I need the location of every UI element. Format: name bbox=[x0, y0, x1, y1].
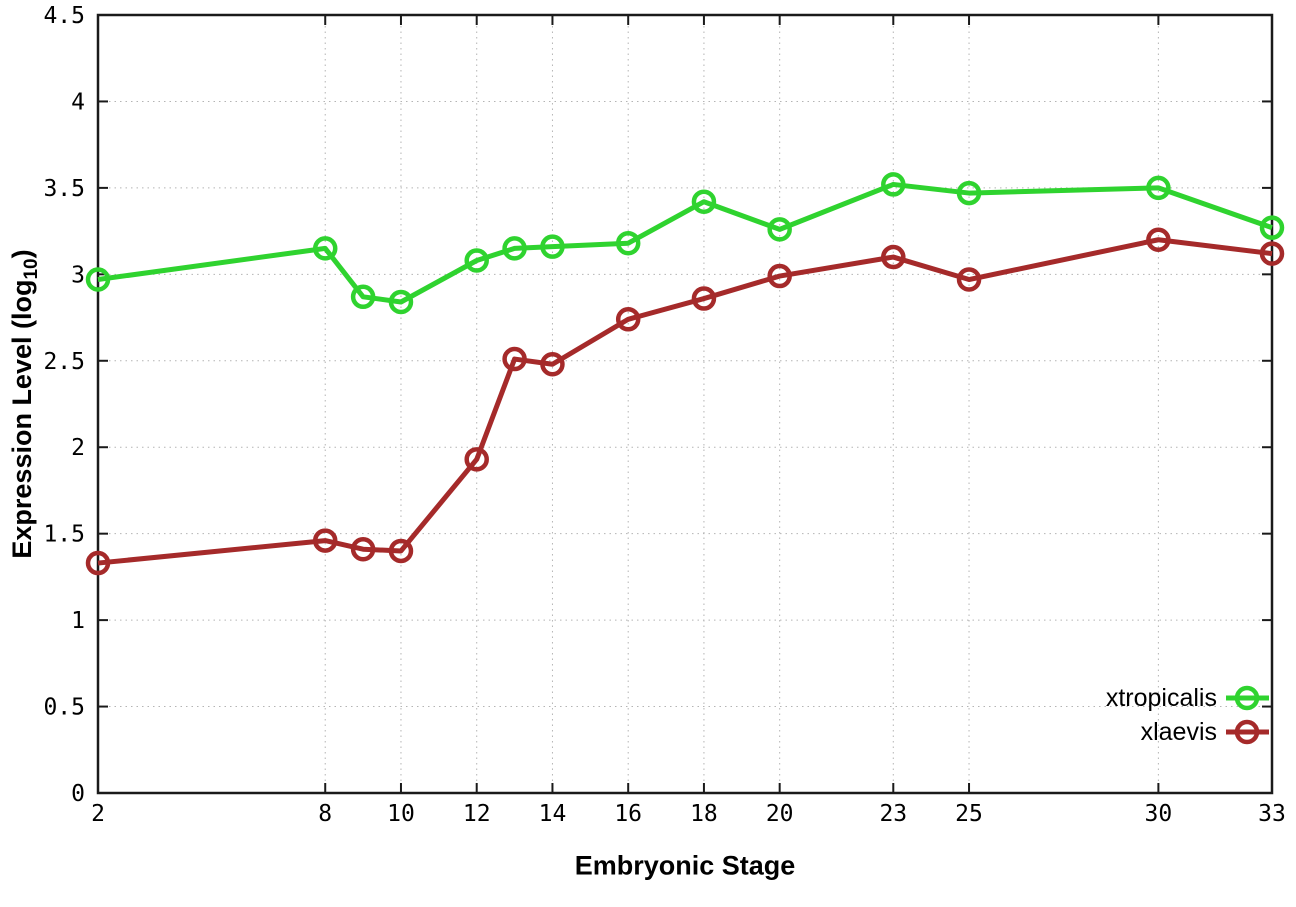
series-marker-xlaevis bbox=[767, 263, 792, 289]
series-marker-xtropicalis bbox=[502, 236, 527, 261]
series-line-xlaevis bbox=[97, 237, 1273, 566]
series-marker-xtropicalis bbox=[312, 236, 338, 261]
y-tick-label: 2.5 bbox=[43, 349, 85, 375]
series-marker-xtropicalis bbox=[85, 267, 111, 292]
x-tick-label: 23 bbox=[879, 801, 907, 827]
x-tick-label: 20 bbox=[766, 801, 794, 827]
series-marker-xtropicalis bbox=[881, 172, 906, 197]
series-marker-xtropicalis bbox=[350, 284, 376, 310]
series-marker-xlaevis bbox=[615, 307, 641, 332]
x-tick-label: 18 bbox=[690, 801, 718, 827]
y-tick-label: 2 bbox=[71, 435, 85, 461]
x-axis-title: Embryonic Stage bbox=[574, 850, 796, 881]
legend-label-xlaevis: xlaevis bbox=[1141, 718, 1217, 746]
x-tick-label: 33 bbox=[1258, 801, 1286, 827]
y-tick-label: 1 bbox=[71, 608, 85, 634]
series-marker-xlaevis bbox=[388, 538, 414, 564]
series-marker-xlaevis bbox=[85, 550, 111, 576]
y-axis-title-suffix: ) bbox=[6, 249, 37, 259]
series-marker-xtropicalis bbox=[388, 289, 414, 315]
series-marker-xlaevis bbox=[691, 286, 717, 311]
x-tick-label: 2 bbox=[91, 801, 105, 827]
series-marker-xtropicalis bbox=[464, 248, 489, 273]
series-marker-xlaevis bbox=[350, 536, 376, 562]
series-marker-xlaevis bbox=[502, 346, 527, 372]
x-tick-label: 30 bbox=[1145, 801, 1173, 827]
x-tick-label: 10 bbox=[387, 801, 415, 827]
y-tick-label: 3.5 bbox=[43, 176, 85, 202]
plot-border bbox=[96, 13, 1274, 795]
x-tick-label: 16 bbox=[614, 801, 642, 827]
series-marker-xlaevis bbox=[1146, 227, 1171, 253]
y-tick-label: 1.5 bbox=[43, 522, 85, 548]
y-tick-label: 3 bbox=[71, 262, 85, 288]
x-tick-label: 8 bbox=[318, 801, 332, 827]
legend-marker-xtropicalis bbox=[1234, 685, 1260, 711]
series-marker-xtropicalis bbox=[1146, 175, 1171, 201]
y-tick-label: 4.5 bbox=[43, 3, 85, 29]
series-marker-xtropicalis bbox=[1259, 215, 1285, 240]
legend-marker-xlaevis bbox=[1234, 719, 1260, 745]
legend-label-xtropicalis: xtropicalis bbox=[1106, 684, 1217, 712]
series-marker-xlaevis bbox=[540, 351, 565, 377]
series-marker-xlaevis bbox=[464, 447, 489, 472]
series-marker-xtropicalis bbox=[615, 230, 641, 256]
x-tick-label: 12 bbox=[463, 801, 491, 827]
series-line-xtropicalis bbox=[97, 181, 1273, 305]
x-tick-label: 25 bbox=[955, 801, 983, 827]
series-marker-xtropicalis bbox=[767, 217, 792, 242]
series-marker-xtropicalis bbox=[691, 189, 717, 214]
series-marker-xlaevis bbox=[1259, 241, 1285, 266]
y-axis-title-subscript: 10 bbox=[21, 258, 43, 280]
y-axis-title-text: Expression Level (log bbox=[6, 279, 37, 559]
y-tick-label: 4 bbox=[71, 89, 85, 115]
x-tick-label: 14 bbox=[539, 801, 567, 827]
series-marker-xlaevis bbox=[312, 528, 338, 553]
y-tick-label: 0.5 bbox=[43, 695, 85, 721]
series-marker-xtropicalis bbox=[956, 180, 982, 206]
y-axis-title: Expression Level (log10) bbox=[7, 249, 43, 558]
series-marker-xtropicalis bbox=[540, 234, 565, 259]
series-marker-xlaevis bbox=[881, 244, 906, 270]
series-marker-xlaevis bbox=[956, 267, 982, 292]
y-tick-label: 0 bbox=[71, 781, 85, 807]
